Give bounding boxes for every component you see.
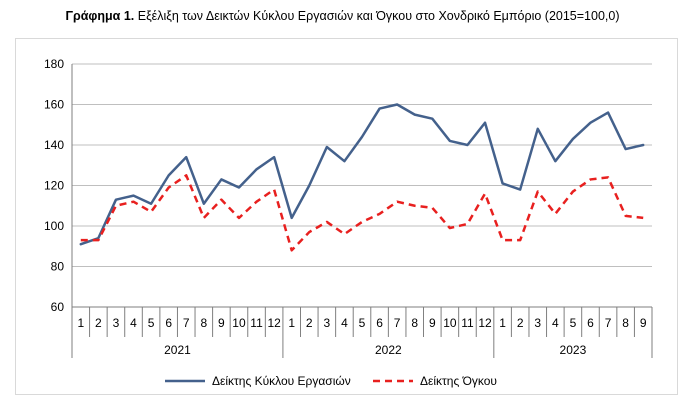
x-tick-label: 10 (443, 316, 457, 330)
x-tick-label: 8 (200, 316, 207, 330)
y-tick-label: 180 (44, 57, 64, 71)
x-tick-label: 3 (534, 316, 541, 330)
x-tick-label: 3 (113, 316, 120, 330)
chart-title-text: Εξέλιξη των Δεικτών Κύκλου Εργασιών και … (137, 9, 620, 23)
x-tick-label: 1 (77, 316, 84, 330)
year-label: 2023 (560, 343, 587, 357)
x-tick-label: 9 (429, 316, 436, 330)
y-tick-label: 160 (44, 98, 64, 112)
legend-label: Δείκτης Όγκου (420, 374, 497, 388)
x-tick-label: 7 (394, 316, 401, 330)
x-tick-label: 6 (165, 316, 172, 330)
chart-title: Γράφημα 1. Εξέλιξη των Δεικτών Κύκλου Ερ… (0, 9, 685, 23)
x-tick-label: 8 (411, 316, 418, 330)
x-tick-label: 12 (478, 316, 492, 330)
legend-label: Δείκτης Κύκλου Εργασιών (212, 374, 351, 388)
chart-title-prefix: Γράφημα 1. (65, 9, 135, 23)
x-tick-label: 10 (232, 316, 246, 330)
x-tick-label: 2 (306, 316, 313, 330)
x-tick-label: 12 (267, 316, 281, 330)
series-line (79, 103, 645, 246)
x-tick-label: 11 (250, 316, 263, 330)
x-tick-label: 5 (148, 316, 155, 330)
x-tick-label: 4 (130, 316, 137, 330)
x-tick-label: 11 (461, 316, 474, 330)
x-tick-label: 7 (183, 316, 190, 330)
x-tick-label: 4 (341, 316, 348, 330)
x-tick-label: 6 (376, 316, 383, 330)
y-tick-label: 60 (51, 300, 65, 314)
x-tick-label: 1 (499, 316, 506, 330)
x-tick-label: 7 (605, 316, 612, 330)
y-tick-label: 140 (44, 138, 64, 152)
x-tick-label: 2 (95, 316, 102, 330)
year-label: 2022 (375, 343, 402, 357)
x-tick-label: 9 (640, 316, 647, 330)
series-line (80, 174, 644, 252)
x-tick-label: 4 (552, 316, 559, 330)
x-tick-label: 8 (622, 316, 629, 330)
x-tick-label: 1 (288, 316, 295, 330)
x-tick-label: 2 (517, 316, 524, 330)
chart-frame (15, 38, 678, 395)
y-tick-label: 120 (44, 179, 64, 193)
year-label: 2021 (164, 343, 191, 357)
y-tick-label: 100 (44, 219, 64, 233)
x-tick-label: 3 (324, 316, 331, 330)
x-tick-label: 5 (359, 316, 366, 330)
x-tick-label: 6 (587, 316, 594, 330)
x-tick-label: 5 (570, 316, 577, 330)
x-tick-label: 9 (218, 316, 225, 330)
y-tick-label: 80 (51, 260, 65, 274)
